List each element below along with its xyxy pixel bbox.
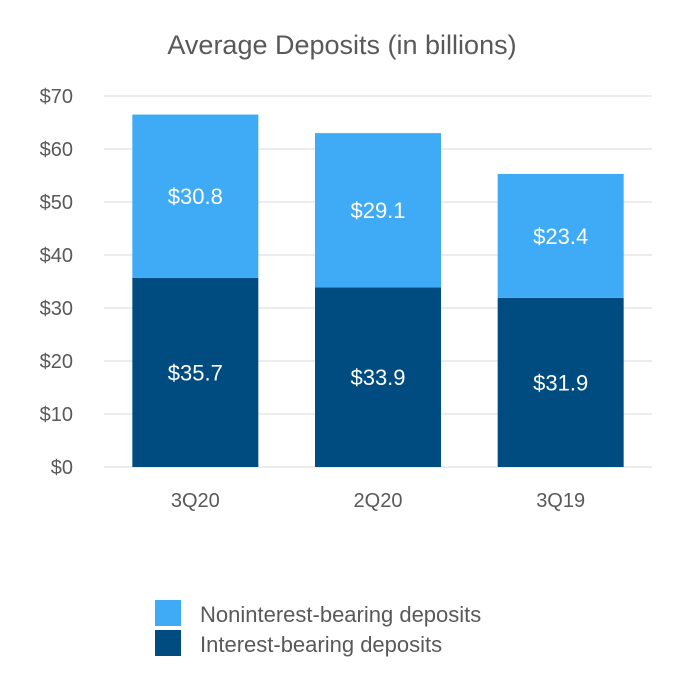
legend-label: Noninterest-bearing deposits — [200, 602, 481, 627]
bar-segment — [132, 114, 259, 278]
legend-swatch — [155, 600, 181, 626]
y-tick-label: $20 — [40, 351, 73, 373]
bar-value-label: $30.8 — [168, 184, 223, 209]
bar-segment — [315, 133, 441, 288]
legend-swatch — [155, 630, 181, 656]
bar-value-label: $29.1 — [350, 198, 405, 223]
y-tick-label: $50 — [40, 192, 73, 214]
y-tick-label: $0 — [51, 457, 73, 479]
y-tick-label: $30 — [40, 298, 73, 320]
bar-segment — [497, 173, 624, 298]
data-labels: $35.7 $30.8 $33.9 $29.1 $31.9 $23.4 — [168, 184, 588, 395]
x-category-label: 3Q19 — [536, 490, 585, 512]
legend-label: Interest-bearing deposits — [200, 632, 442, 657]
x-axis-categories: 3Q20 2Q20 3Q19 — [171, 490, 585, 512]
bar-segment — [315, 287, 441, 467]
bar-value-label: $35.7 — [168, 360, 223, 385]
legend: Noninterest-bearing deposits Interest-bea… — [155, 600, 481, 657]
bar-value-label: $33.9 — [350, 365, 405, 390]
y-axis-ticks: $0 $10 $20 $30 $40 $50 $60 $70 — [40, 86, 73, 479]
chart-title: Average Deposits (in billions) — [167, 30, 516, 60]
bar-segment — [497, 297, 624, 467]
bar-segment — [132, 277, 259, 467]
bar-value-label: $23.4 — [533, 224, 588, 249]
y-tick-label: $70 — [40, 86, 73, 108]
y-tick-label: $40 — [40, 245, 73, 267]
x-category-label: 2Q20 — [354, 490, 403, 512]
y-tick-label: $10 — [40, 404, 73, 426]
bars — [132, 114, 624, 467]
bar-value-label: $31.9 — [533, 370, 588, 395]
y-tick-label: $60 — [40, 139, 73, 161]
x-category-label: 3Q20 — [171, 490, 220, 512]
